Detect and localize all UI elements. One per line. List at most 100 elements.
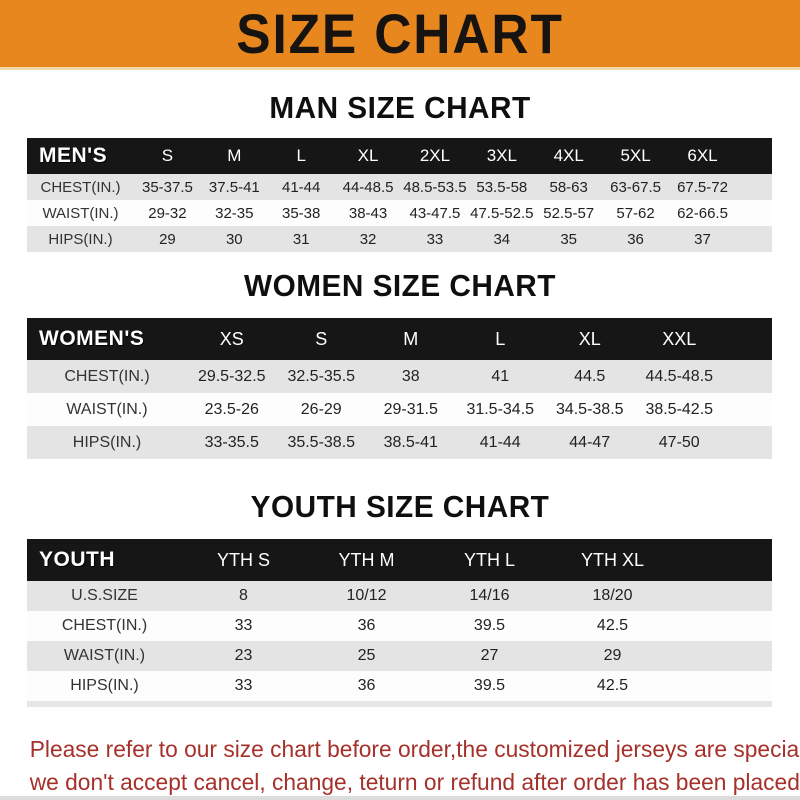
measurement-cell: 53.5-58 xyxy=(476,178,528,196)
measurement-cell: 37.5-41 xyxy=(208,178,260,196)
measurement-cell: 57-62 xyxy=(616,204,655,222)
disclaimer-note: Please refer to our size chart before or… xyxy=(0,733,800,799)
measurement-cell: 33 xyxy=(234,617,253,634)
banner-title: SIZE CHART xyxy=(236,2,564,65)
spacer-cell xyxy=(674,641,772,671)
measurement-cell: 42.5 xyxy=(596,617,629,634)
measurement-row-label: CHEST(IN.) xyxy=(40,178,121,196)
measurement-cell: 29-32 xyxy=(148,204,187,222)
measurement-cell: 32-35 xyxy=(215,204,254,222)
measurement-row: CHEST(IN.) 33 36 39.5 42.5 xyxy=(27,611,772,641)
measurement-cell: 10/12 xyxy=(346,587,387,604)
measurement-cell: 48.5-53.5 xyxy=(403,178,467,196)
measurement-row-label: WAIST(IN.) xyxy=(63,647,146,664)
size-column-header: S xyxy=(161,146,174,165)
measurement-cell: 32 xyxy=(359,230,377,248)
measurement-cell: 39.5 xyxy=(473,677,506,694)
table-label-youth: YOUTH xyxy=(39,548,115,571)
measurement-cell: 26-29 xyxy=(300,400,342,418)
measurement-cell: 38.5-42.5 xyxy=(645,400,714,418)
measurement-cell: 30 xyxy=(225,230,243,248)
measurement-cell: 14/16 xyxy=(469,587,510,604)
size-column-header: YTH S xyxy=(216,549,270,570)
women-section-heading: WOMEN SIZE CHART xyxy=(244,268,556,303)
spacer-cell xyxy=(736,226,772,252)
size-column-header: XXL xyxy=(662,328,697,349)
measurement-cell: 35-38 xyxy=(282,204,321,222)
spacer-cell xyxy=(736,200,772,226)
measurement-row: HIPS(IN.) 33 36 39.5 42.5 xyxy=(27,671,772,701)
measurement-cell: 33 xyxy=(234,677,253,694)
measurement-cell: 32.5-35.5 xyxy=(287,367,356,385)
measurement-row: WAIST(IN.) 23.5-26 26-29 29-31.5 31.5-34.5 34… xyxy=(27,393,772,426)
measurement-row: WAIST(IN.) 23 25 27 29 xyxy=(27,641,772,671)
table-label-mens: MEN'S xyxy=(39,144,108,167)
measurement-cell: 18/20 xyxy=(592,587,633,604)
size-column-header: 6XL xyxy=(687,146,718,165)
measurement-row-label: WAIST(IN.) xyxy=(66,400,148,418)
spacer-cell xyxy=(674,539,772,581)
measurement-cell: 44.5-48.5 xyxy=(645,367,714,385)
measurement-row-label: CHEST(IN.) xyxy=(64,367,150,385)
size-column-header: YTH XL xyxy=(580,549,645,570)
measurement-cell: 36 xyxy=(357,677,376,694)
table-body: CHEST(IN.) 35-37.5 37.5-41 41-44 44-48.5 48.5… xyxy=(27,174,772,252)
measurement-row-label: HIPS(IN.) xyxy=(48,230,113,248)
measurement-cell: 35 xyxy=(560,230,578,248)
measurement-cell: 67.5-72 xyxy=(677,178,728,196)
women-size-chart-section: WOMEN SIZE CHART WOMEN'S XS S M L XL XXL CHES… xyxy=(0,268,800,459)
spacer-cell xyxy=(736,174,772,200)
measurement-cell: 47.5-52.5 xyxy=(470,204,534,222)
measurement-cell: 35-37.5 xyxy=(142,178,193,196)
spacer-cell xyxy=(724,426,772,459)
spacer-cell xyxy=(724,318,772,360)
measurement-cell: 23.5-26 xyxy=(204,400,259,418)
measurement-cell: 31 xyxy=(292,230,310,248)
measurement-cell: 62-66.5 xyxy=(677,204,728,222)
size-column-header: 4XL xyxy=(553,146,584,165)
spacer-cell xyxy=(674,581,772,611)
measurement-row-label: U.S.SIZE xyxy=(71,587,138,604)
size-column-header: YTH M xyxy=(338,549,395,570)
size-column-header: XL xyxy=(357,146,379,165)
measurement-cell: 34 xyxy=(493,230,511,248)
disclaimer-line-1: Please refer to our size chart before or… xyxy=(29,736,800,762)
size-column-header: M xyxy=(403,328,419,349)
size-chart-banner: SIZE CHART xyxy=(0,0,800,70)
measurement-cell: 41 xyxy=(491,367,510,385)
measurement-cell: 38.5-41 xyxy=(383,433,438,451)
measurement-cell: 8 xyxy=(239,587,248,604)
measurement-cell: 33-35.5 xyxy=(204,433,259,451)
measurement-cell: 47-50 xyxy=(658,433,700,451)
size-column-header: M xyxy=(227,146,242,165)
measurement-cell: 41-44 xyxy=(282,178,321,196)
table-header-row: WOMEN'S XS S M L XL XXL xyxy=(27,318,772,360)
measurement-cell: 36 xyxy=(357,617,376,634)
youth-size-table: YOUTH YTH S YTH M YTH L YTH XL U.S.SIZE 8 10/… xyxy=(27,539,772,701)
women-size-table: WOMEN'S XS S M L XL XXL CHEST(IN.) 29.5-32.5 32… xyxy=(27,318,772,459)
measurement-cell: 38-43 xyxy=(348,204,388,222)
measurement-cell: 29 xyxy=(159,230,176,248)
spacer-cell xyxy=(674,611,772,641)
table-header-row: MEN'S S M L XL 2XL 3XL 4XL 5XL 6XL xyxy=(27,138,772,174)
measurement-row: WAIST(IN.) 29-32 32-35 35-38 38-43 43-47.5 47.… xyxy=(27,200,772,226)
size-column-header: XL xyxy=(578,328,601,349)
men-size-table: MEN'S S M L XL 2XL 3XL 4XL 5XL 6XL CHEST(IN.) 35-… xyxy=(27,138,772,252)
table-header-row: YOUTH YTH S YTH M YTH L YTH XL xyxy=(27,539,772,581)
measurement-cell: 31.5-34.5 xyxy=(466,400,535,418)
spacer-cell xyxy=(736,138,772,174)
measurement-cell: 41-44 xyxy=(479,433,521,451)
measurement-cell: 43-47.5 xyxy=(409,204,461,222)
measurement-cell: 29-31.5 xyxy=(383,400,438,418)
size-column-header: YTH L xyxy=(463,549,515,570)
measurement-cell: 35.5-38.5 xyxy=(287,433,356,451)
measurement-cell: 37 xyxy=(694,230,711,248)
measurement-cell: 23 xyxy=(234,647,253,664)
table-label-womens: WOMEN'S xyxy=(39,327,145,350)
measurement-cell: 42.5 xyxy=(596,677,629,694)
size-column-header: L xyxy=(296,146,306,165)
measurement-row: HIPS(IN.) 29 30 31 32 33 34 35 36 37 xyxy=(27,226,772,252)
youth-size-chart-section: YOUTH SIZE CHART YOUTH YTH S YTH M YTH L YT… xyxy=(0,489,800,707)
measurement-row: U.S.SIZE 8 10/12 14/16 18/20 xyxy=(27,581,772,611)
measurement-row: CHEST(IN.) 35-37.5 37.5-41 41-44 44-48.5 48.5… xyxy=(27,174,772,200)
